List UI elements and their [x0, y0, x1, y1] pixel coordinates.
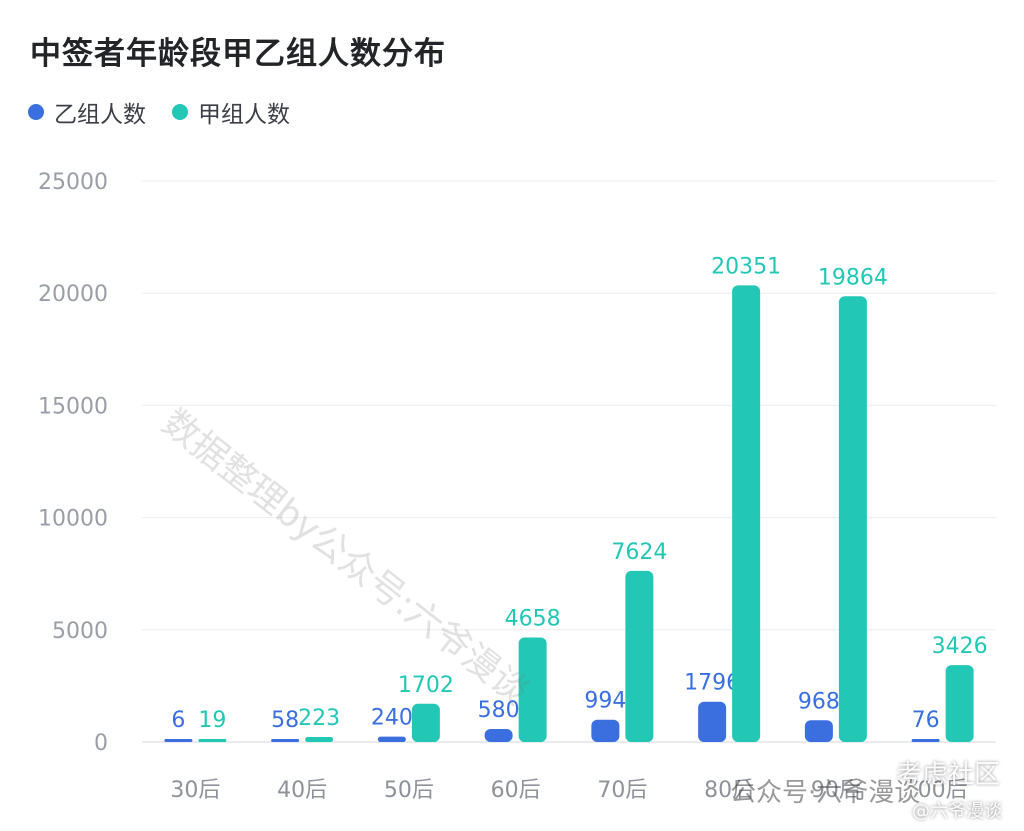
data-label-group-a: 3426: [932, 634, 988, 659]
y-tick-label: 15000: [38, 394, 108, 419]
data-label-group-a: 7624: [611, 540, 667, 565]
data-label-group-b: 1796: [684, 671, 740, 696]
x-tick-label: 70后: [597, 778, 647, 803]
y-tick-label: 20000: [38, 282, 108, 307]
bar-group-a: [732, 285, 761, 742]
x-tick-label: 40后: [277, 778, 327, 803]
data-label-group-b: 994: [584, 689, 626, 714]
legend-item-group-b[interactable]: 乙组人数: [28, 95, 146, 129]
data-label-group-b: 6: [171, 708, 185, 733]
data-label-group-a: 19: [198, 708, 226, 733]
watermark-account: 公众号·六爷漫谈: [730, 778, 921, 808]
data-label-group-b: 58: [271, 708, 299, 733]
data-label-group-b: 968: [798, 689, 840, 714]
bar-group-a: [838, 296, 867, 742]
legend-dot-group-a: [172, 104, 188, 120]
data-label-group-a: 1702: [398, 673, 454, 698]
x-tick-label: 00后: [918, 778, 968, 803]
x-tick-label: 30后: [170, 778, 220, 803]
bar-group-b: [271, 739, 300, 742]
y-tick-label: 0: [94, 731, 108, 756]
data-label-group-b: 580: [478, 698, 520, 723]
data-label-group-a: 20351: [711, 254, 781, 279]
y-tick-label: 5000: [52, 619, 108, 644]
legend-item-group-a[interactable]: 甲组人数: [172, 95, 290, 129]
x-tick-label: 90后: [811, 778, 861, 803]
y-tick-label: 10000: [38, 507, 108, 532]
legend: 乙组人数 甲组人数: [28, 95, 316, 129]
watermark-handle: @六爷漫谈: [912, 801, 1002, 822]
chart-title: 中签者年龄段甲乙组人数分布: [30, 36, 446, 72]
data-label-group-a: 223: [298, 706, 340, 731]
bar-group-a: [625, 570, 654, 742]
data-label-group-b: 76: [912, 708, 940, 733]
legend-dot-group-b: [28, 104, 44, 120]
watermark-community: 考虑社区: [895, 760, 1000, 790]
legend-label-group-a: 甲组人数: [198, 102, 290, 128]
bar-group-b: [698, 701, 727, 742]
bar-group-b: [484, 728, 513, 742]
data-label-group-a: 4658: [505, 606, 561, 631]
bar-group-b: [164, 739, 193, 742]
data-label-group-b: 240: [371, 706, 413, 731]
legend-label-group-b: 乙组人数: [54, 102, 146, 128]
bar-group-b: [911, 739, 940, 742]
data-label-group-a: 19864: [818, 265, 888, 290]
bar-group-a: [411, 703, 440, 742]
y-tick-label: 25000: [38, 170, 108, 195]
bar-group-a: [305, 736, 334, 742]
bar-group-b: [377, 736, 406, 742]
bar-group-b: [804, 720, 833, 742]
x-tick-label: 50后: [384, 778, 434, 803]
bar-group-b: [591, 719, 620, 742]
bar-group-a: [198, 739, 227, 742]
bar-group-a: [518, 637, 547, 742]
x-tick-label: 80后: [704, 778, 754, 803]
x-tick-label: 60后: [491, 778, 541, 803]
bar-group-a: [945, 665, 974, 742]
